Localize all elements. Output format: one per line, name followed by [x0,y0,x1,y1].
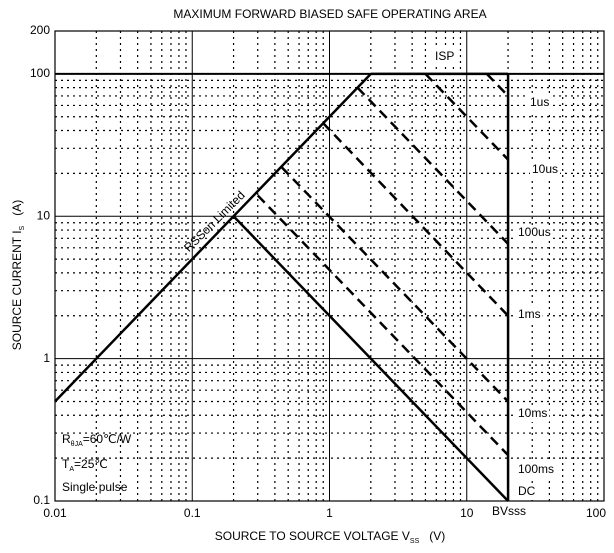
x-axis-label: SOURCE TO SOURCE VOLTAGE VSS (V) [215,529,446,545]
series-label: ISP [435,49,454,63]
y-tick-label: 200 [30,23,50,37]
series-label: 100ms [518,462,554,476]
dashed-line [485,72,509,97]
dashed-line [424,72,509,161]
dashed-line [281,166,509,403]
dashed-line [322,122,509,317]
x-axis-label-unit: (V) [429,529,445,543]
y-tick-label: 10 [37,208,51,222]
annotation: Single pulse [62,480,128,494]
x-tick-label: 0.01 [43,506,67,520]
label-background [528,95,552,111]
dashed-line [356,86,509,245]
series-label: 10ms [518,406,547,420]
x-tick-label: 0.1 [184,506,201,520]
annotation: TA=25℃ [62,457,108,473]
dashed-line [256,194,509,456]
plot-frame [54,30,605,502]
label-background [516,225,553,241]
annotation-sub: A [69,466,74,473]
x-tick-label: 1 [326,506,333,520]
annotation: RθJA=60℃/W [62,432,132,448]
label-background [516,406,550,422]
y-tick-label: 100 [30,66,50,80]
y-axis-label-text: SOURCE CURRENT I [10,230,24,350]
x-tick-label: 10 [460,506,474,520]
chart-title: MAXIMUM FORWARD BIASED SAFE OPERATING AR… [173,7,486,21]
label-background [516,307,543,323]
y-axis-label-sub: S [19,225,26,230]
label-background [530,162,561,178]
series-label: 10us [532,162,558,176]
y-axis-label: SOURCE CURRENT IS (A) [10,200,26,350]
label-background [490,504,529,520]
annotation-rest: =25℃ [74,457,108,471]
series-label: DC [518,484,536,498]
series-label: 1ms [518,307,541,321]
y-axis-label-unit: (A) [10,200,24,216]
series-label: 1us [530,95,549,109]
annotation-main: R [62,432,71,446]
label-background [433,49,457,65]
line [54,72,372,403]
label-background [516,484,538,500]
y-tick-label: 1 [43,351,50,365]
annotation-main: T [62,457,70,471]
annotation-rest: =60℃/W [83,432,132,446]
annotation-main: Single pulse [62,480,128,494]
label-background [516,462,557,478]
x-axis-label-sub: SS [410,538,420,545]
annotation-sub: θJA [71,441,83,448]
x-axis-label-text: SOURCE TO SOURCE VOLTAGE V [215,529,410,543]
line [232,215,509,502]
series-label: BVsss [492,504,526,518]
x-tick-label: 100 [586,506,606,520]
series-label: 100us [518,225,551,239]
y-tick-label: 0.1 [33,493,50,507]
